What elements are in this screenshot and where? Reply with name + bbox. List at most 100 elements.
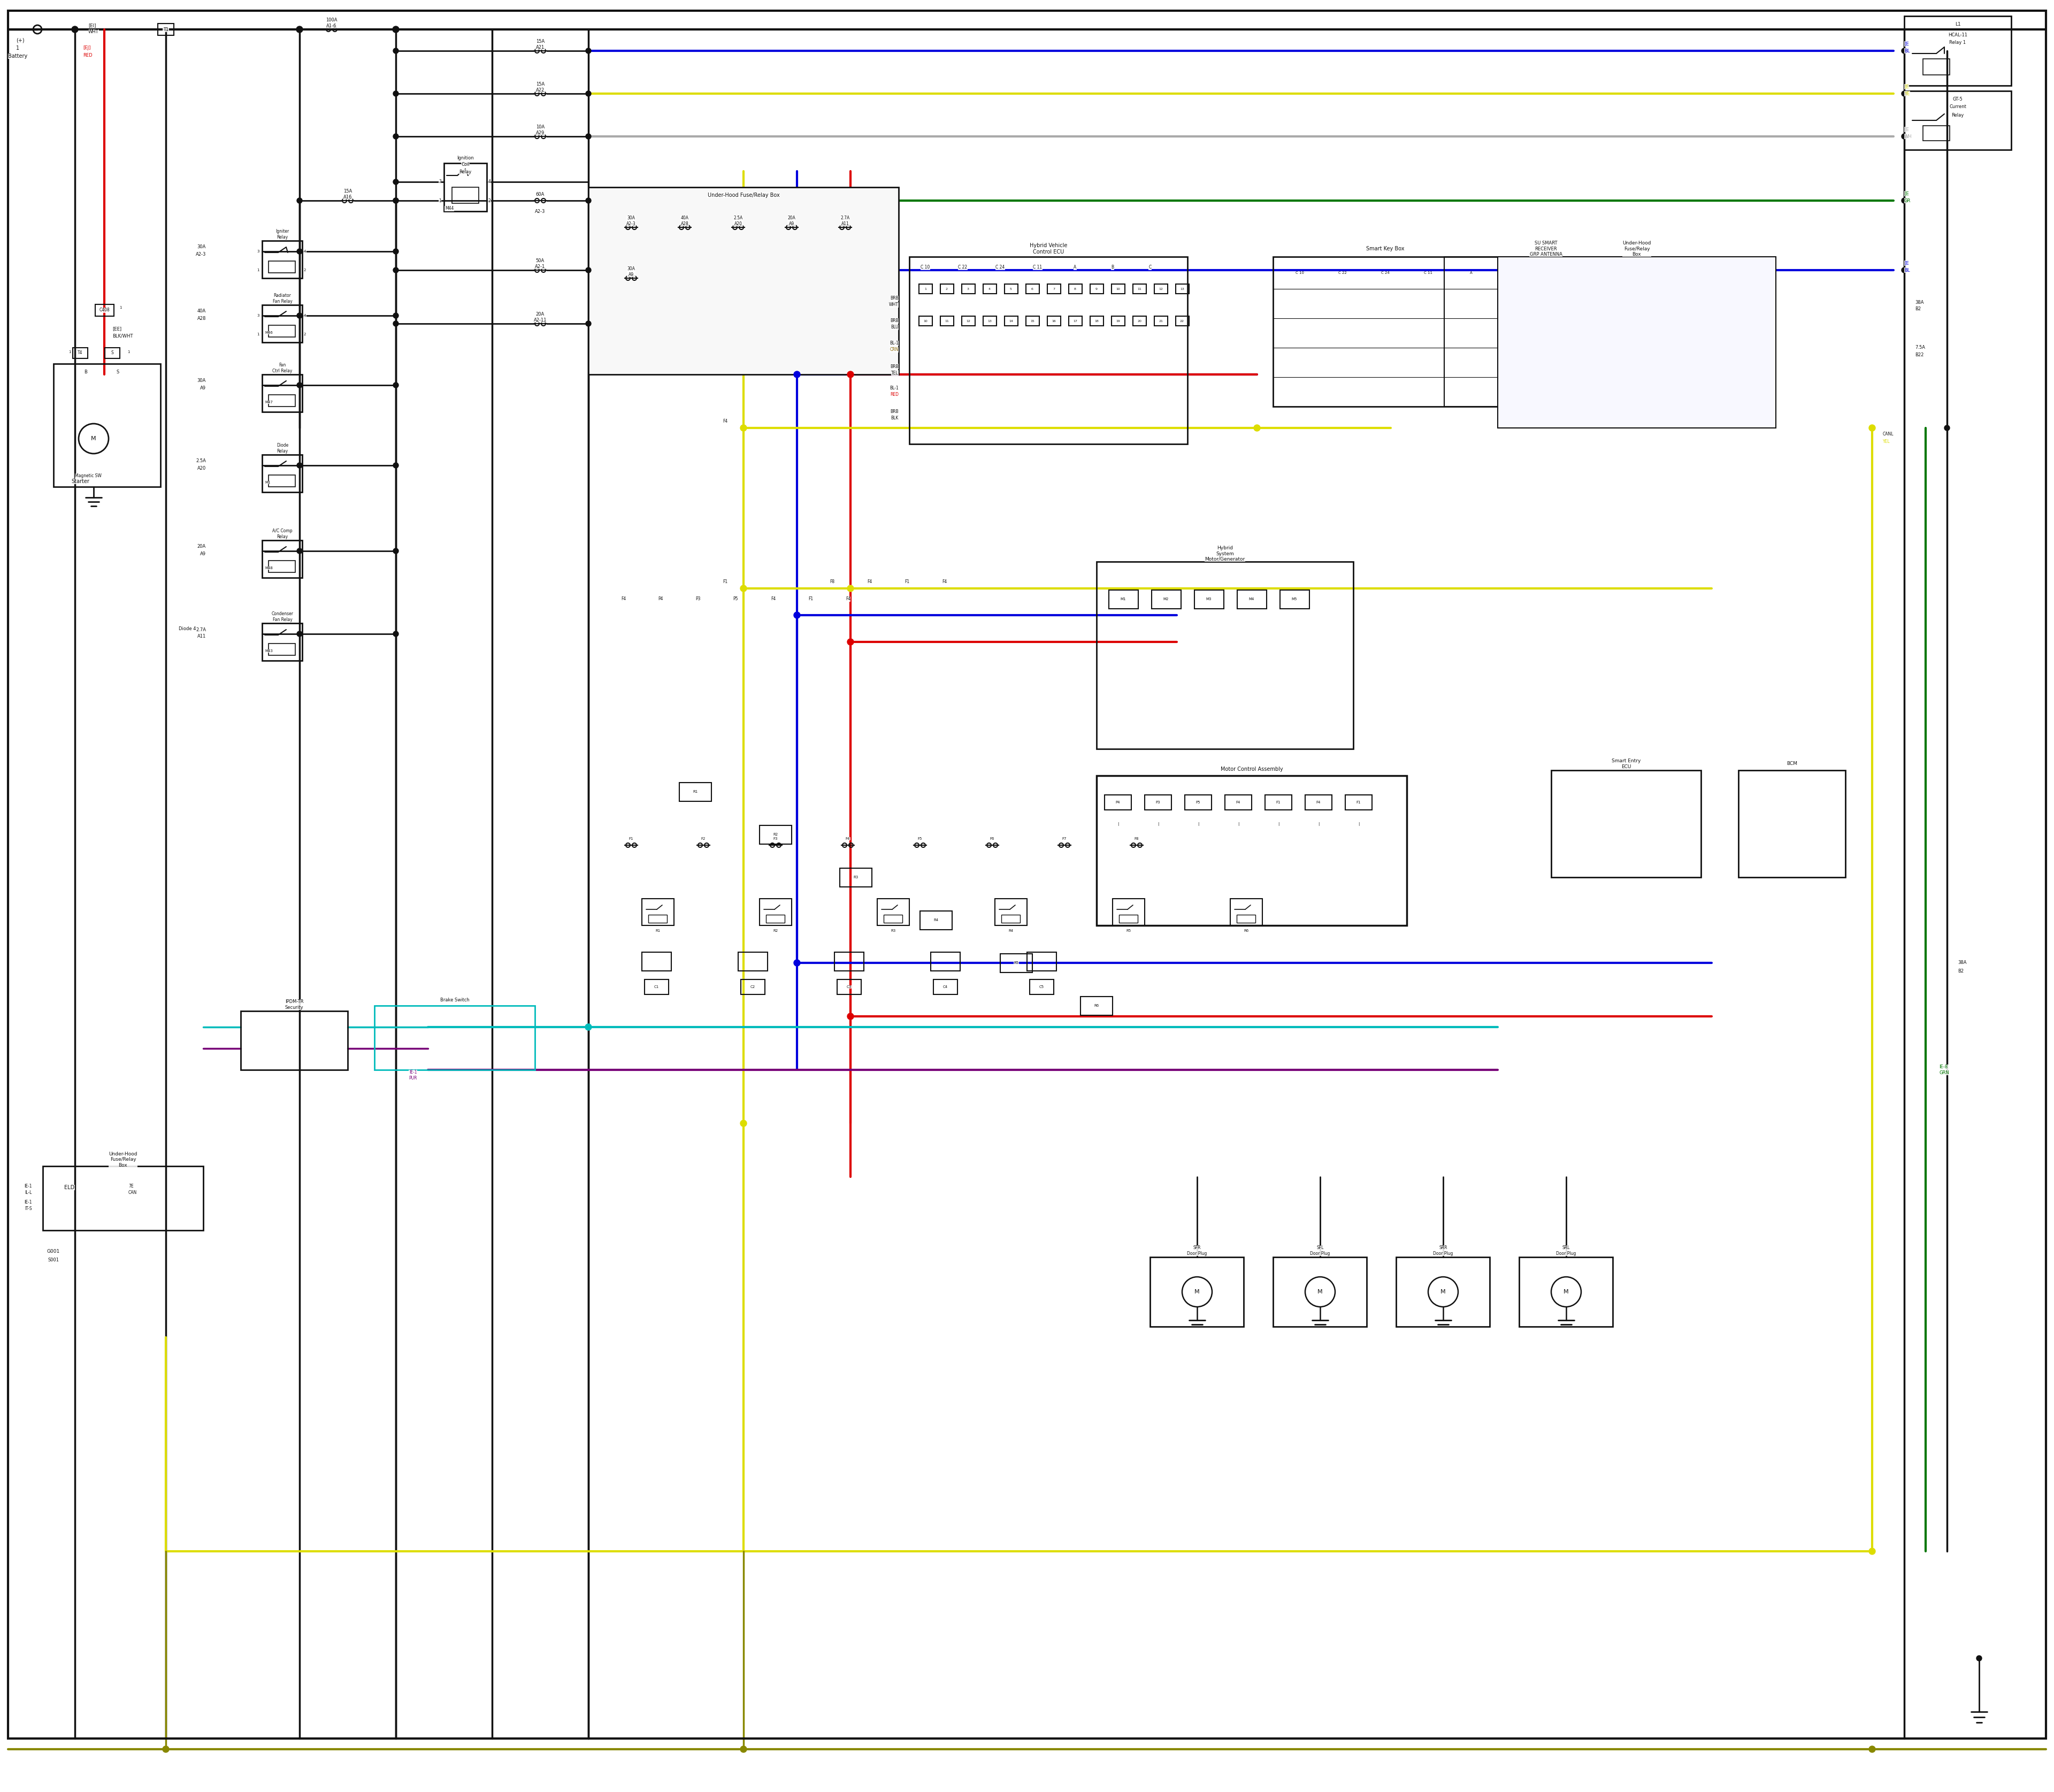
Text: A11: A11 — [197, 634, 205, 640]
Text: P3: P3 — [696, 597, 700, 602]
Circle shape — [739, 1120, 748, 1127]
Bar — [760, 826, 791, 844]
Text: BCM: BCM — [1787, 762, 1797, 767]
Bar — [984, 315, 996, 326]
Text: 20: 20 — [1138, 319, 1142, 323]
Text: 18: 18 — [1095, 319, 1099, 323]
Text: R3: R3 — [852, 876, 859, 878]
Bar — [269, 475, 296, 487]
Bar — [105, 348, 119, 358]
Text: [EI]: [EI] — [88, 23, 97, 29]
Text: M: M — [1317, 1288, 1323, 1294]
Text: WH: WH — [1904, 134, 1912, 138]
Text: M2: M2 — [1163, 597, 1169, 600]
Bar — [1119, 914, 1138, 923]
Text: HCAL-11: HCAL-11 — [1947, 32, 1968, 38]
Circle shape — [739, 1745, 748, 1753]
Circle shape — [298, 314, 302, 319]
Text: A28: A28 — [197, 315, 205, 321]
Text: F4: F4 — [943, 579, 947, 584]
Text: C 11: C 11 — [1033, 265, 1041, 271]
Text: C 10: C 10 — [1296, 271, 1304, 274]
Bar — [1105, 796, 1132, 810]
Text: 10: 10 — [924, 319, 928, 323]
Text: F1: F1 — [807, 597, 813, 602]
Text: C5: C5 — [1039, 986, 1043, 989]
Text: F7: F7 — [1062, 837, 1066, 840]
Text: SRR
Door Plug: SRR Door Plug — [1434, 1245, 1452, 1256]
Bar — [641, 952, 672, 971]
Text: 2: 2 — [304, 333, 306, 335]
Bar — [1134, 285, 1146, 294]
Text: B2: B2 — [1957, 968, 1964, 973]
Circle shape — [1902, 48, 1906, 54]
Text: Battery: Battery — [8, 54, 27, 59]
Circle shape — [392, 179, 398, 185]
Circle shape — [392, 548, 398, 554]
Text: 30A: 30A — [197, 246, 205, 249]
Bar — [840, 867, 871, 887]
Text: 15A
A21: 15A A21 — [536, 39, 544, 50]
Text: M: M — [1440, 1288, 1446, 1294]
Text: Coil: Coil — [462, 163, 470, 167]
Circle shape — [296, 27, 302, 32]
Bar — [1497, 256, 1777, 428]
Bar — [741, 980, 764, 995]
Text: R5: R5 — [1126, 930, 1132, 932]
Text: P4: P4 — [1115, 801, 1119, 805]
Text: BL-1: BL-1 — [889, 340, 900, 346]
Bar — [1002, 914, 1021, 923]
Text: F4: F4 — [620, 597, 626, 602]
Circle shape — [72, 27, 78, 32]
Circle shape — [298, 548, 302, 554]
Text: TEL: TEL — [891, 371, 900, 375]
Text: 38A: 38A — [1957, 961, 1966, 966]
Bar — [269, 262, 296, 272]
Bar — [1004, 315, 1019, 326]
Bar — [641, 898, 674, 925]
Text: F1: F1 — [723, 579, 727, 584]
Text: SRL
Door Plug: SRL Door Plug — [1557, 1245, 1575, 1256]
Text: IT-S: IT-S — [25, 1206, 33, 1211]
Text: Hybrid Vehicle
Control ECU: Hybrid Vehicle Control ECU — [1029, 244, 1068, 254]
Text: 13: 13 — [988, 319, 992, 323]
Text: 40A
A28: 40A A28 — [680, 215, 688, 226]
Text: 16: 16 — [1052, 319, 1056, 323]
Bar — [94, 305, 113, 315]
Bar — [1029, 980, 1054, 995]
Text: M43: M43 — [265, 649, 273, 652]
Bar — [1738, 771, 1844, 878]
Text: IE-1: IE-1 — [25, 1201, 33, 1204]
Text: 20A
A9: 20A A9 — [787, 215, 795, 226]
Bar — [269, 394, 296, 407]
Text: M: M — [1563, 1288, 1569, 1294]
Circle shape — [392, 91, 398, 97]
Bar — [1068, 285, 1082, 294]
Text: 1: 1 — [127, 351, 129, 353]
Text: 15A
A16: 15A A16 — [343, 188, 351, 199]
Text: CAN: CAN — [127, 1190, 138, 1195]
Circle shape — [298, 197, 302, 202]
Text: B: B — [1111, 265, 1113, 271]
Bar — [269, 643, 296, 656]
Bar — [760, 898, 791, 925]
Bar — [1923, 125, 1949, 142]
Text: M46: M46 — [265, 332, 273, 335]
Text: C 22: C 22 — [1339, 271, 1347, 274]
Bar — [1080, 996, 1113, 1016]
Text: C 11: C 11 — [1423, 271, 1432, 274]
Text: Brake Switch: Brake Switch — [440, 998, 468, 1004]
Text: A: A — [1471, 271, 1473, 274]
Bar — [1048, 315, 1060, 326]
Circle shape — [585, 91, 592, 97]
Circle shape — [1976, 1656, 1982, 1661]
Circle shape — [793, 371, 801, 378]
Text: F5: F5 — [918, 837, 922, 840]
Bar — [1152, 590, 1181, 609]
Text: 100A
A1-6: 100A A1-6 — [327, 18, 337, 29]
Text: RED: RED — [82, 52, 92, 57]
Bar — [1175, 285, 1189, 294]
Bar — [1345, 796, 1372, 810]
Bar — [1025, 285, 1039, 294]
Text: M44: M44 — [446, 206, 454, 211]
